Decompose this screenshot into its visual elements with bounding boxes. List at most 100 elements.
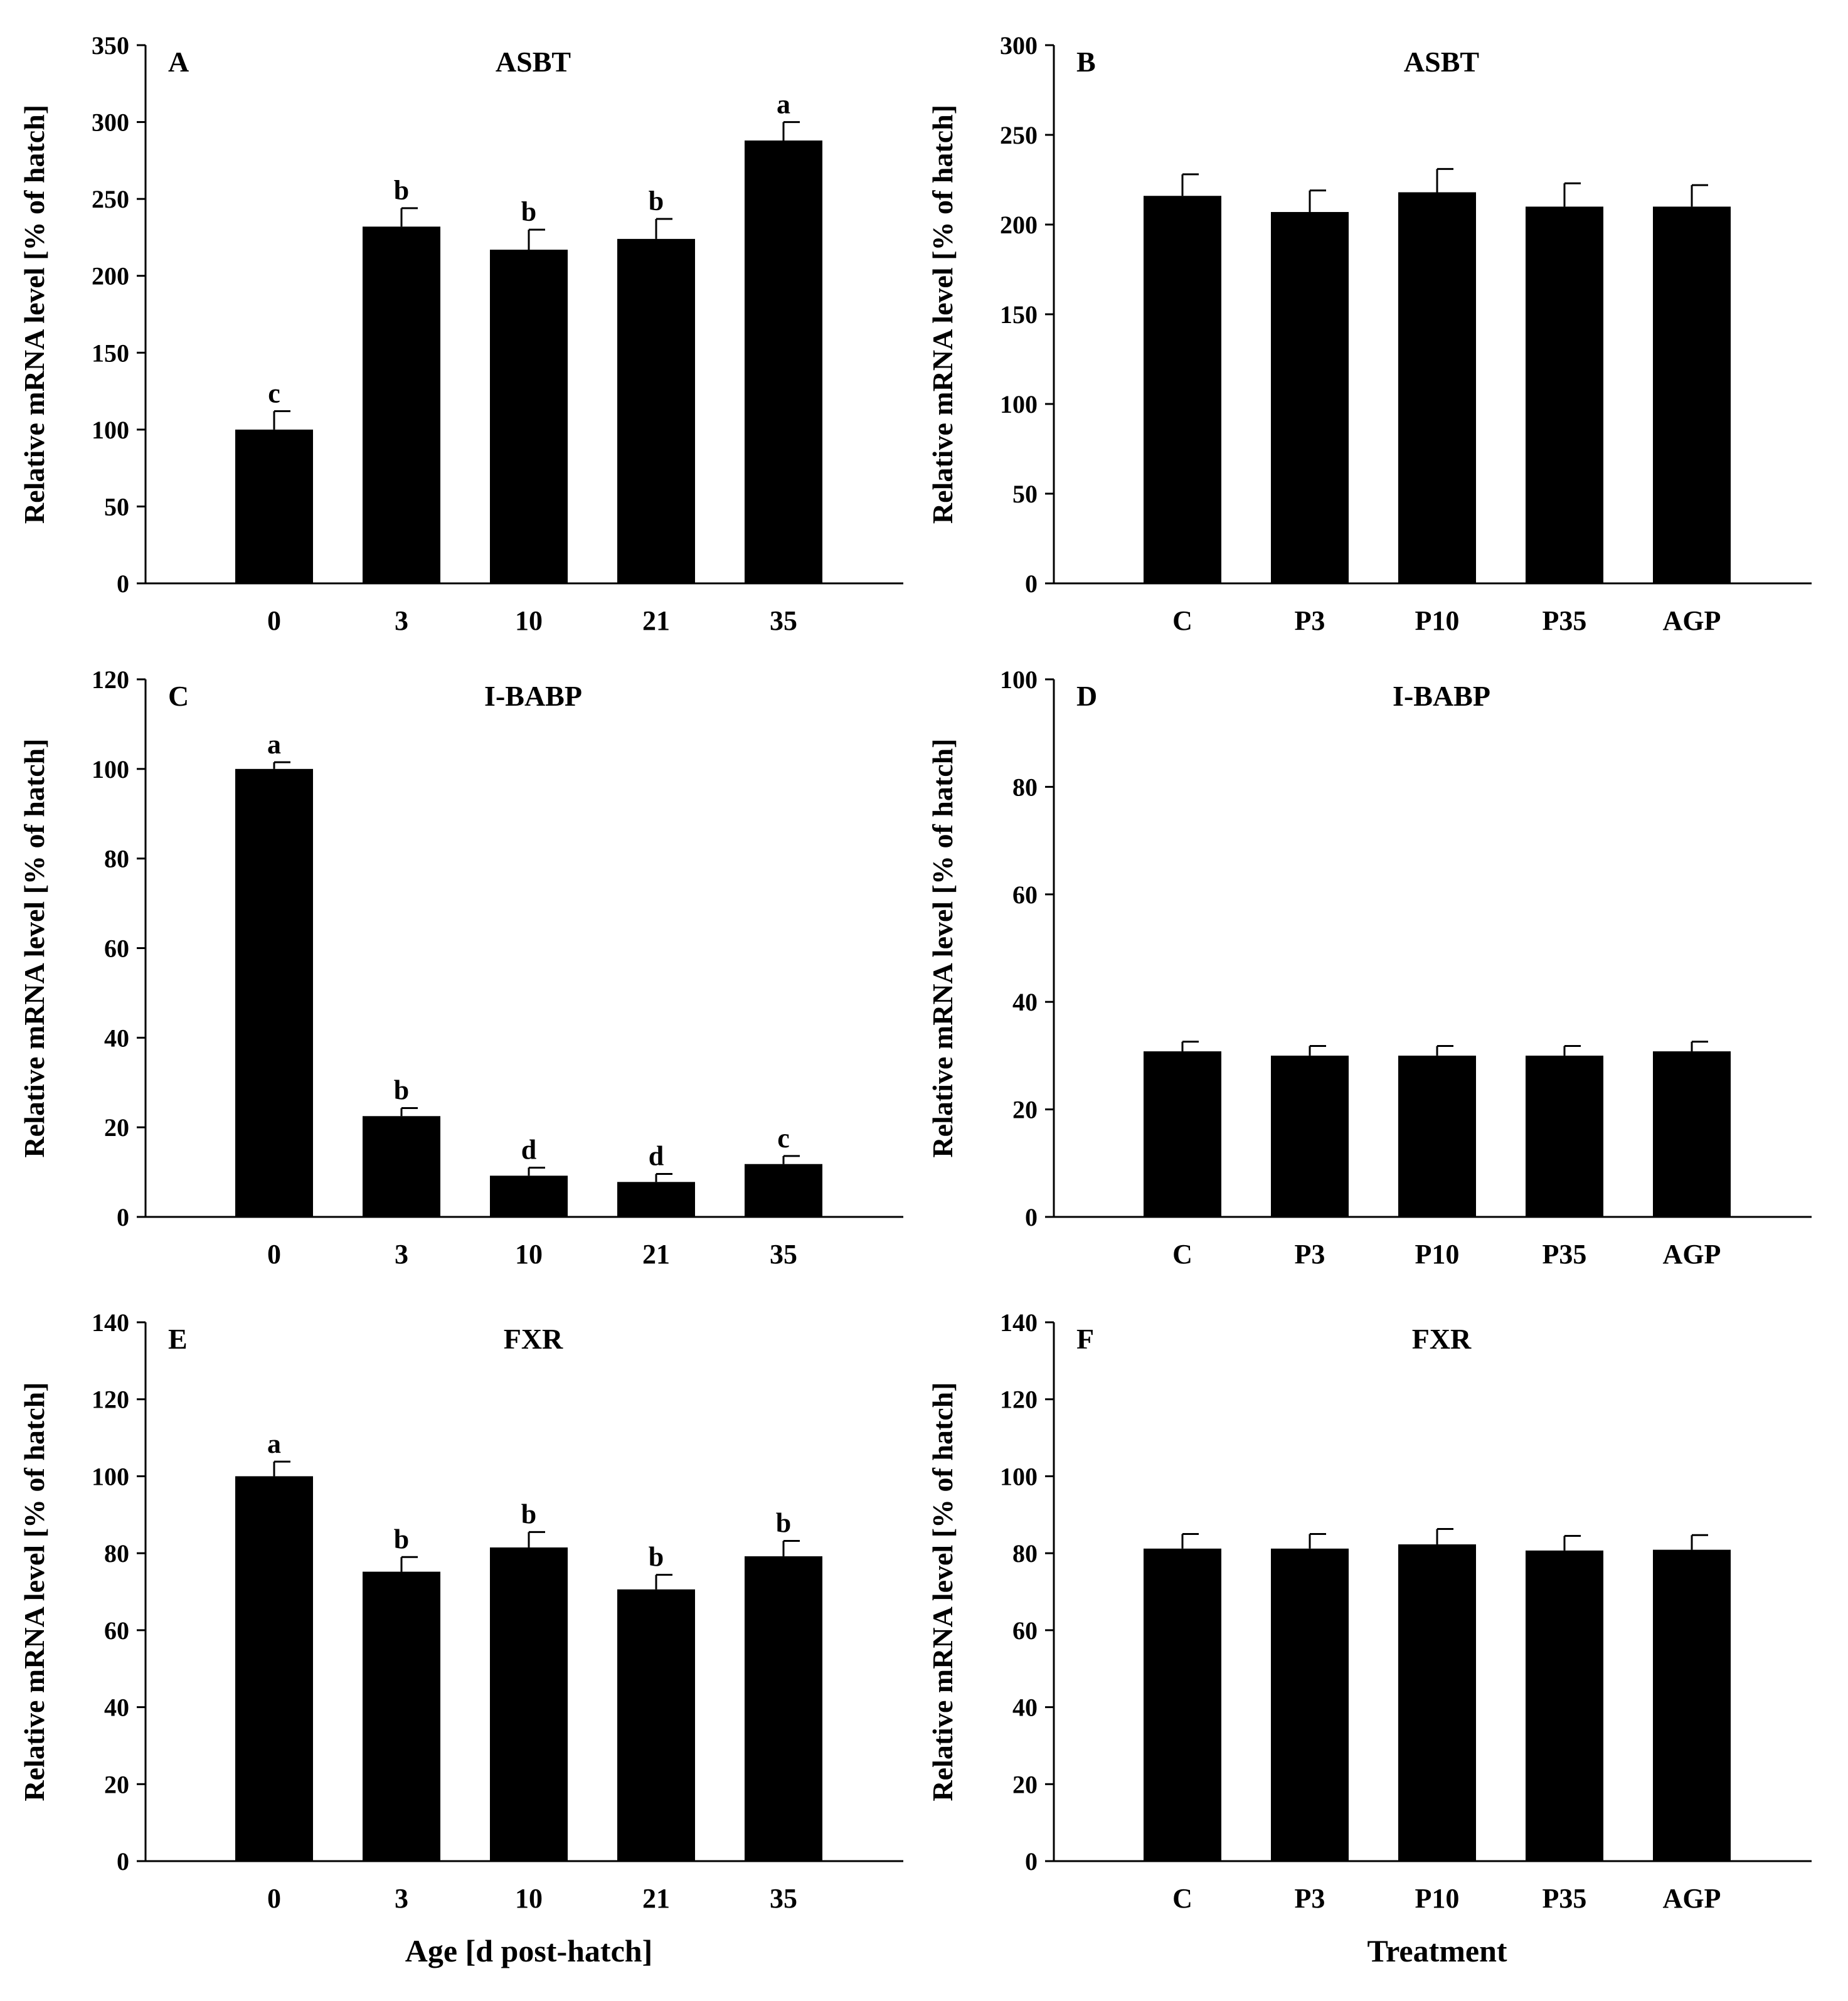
y-axis-label: Relative mRNA level [% of hatch] [927,738,959,1157]
y-axis-label: Relative mRNA level [% of hatch] [18,738,50,1157]
significance-letter: b [394,175,409,206]
bar [1653,206,1731,583]
bar [1398,1544,1476,1861]
y-tick-label: 50 [104,492,129,521]
y-tick-label: 100 [92,1462,129,1490]
category-label: 35 [770,605,797,636]
category-label: 21 [642,605,670,636]
bar [617,1589,695,1861]
y-tick-label: 80 [104,1539,129,1568]
category-label: 35 [770,1239,797,1270]
y-tick-label: 150 [1000,300,1038,329]
bar [363,226,440,584]
y-axis-label: Relative mRNA level [% of hatch] [927,105,959,524]
category-label: P3 [1295,1883,1325,1914]
bar [1271,1055,1349,1217]
bar [745,1164,822,1217]
category-label: P35 [1543,605,1587,636]
significance-letter: a [267,729,281,760]
panel-letter: B [1076,46,1096,78]
y-tick-label: 120 [92,1386,129,1414]
bar [363,1571,440,1861]
y-tick-label: 60 [104,935,129,963]
category-label: P10 [1415,1883,1460,1914]
category-label: P3 [1295,1239,1325,1270]
panel-letter: F [1076,1323,1094,1355]
significance-letter: b [521,196,536,227]
y-tick-label: 80 [1012,1539,1038,1568]
y-tick-label: 0 [1025,1203,1038,1231]
y-tick-label: 120 [1000,1386,1038,1414]
y-axis-label: Relative mRNA level [% of hatch] [18,1382,50,1801]
y-tick-label: 120 [92,666,129,694]
category-label: P10 [1415,605,1460,636]
y-tick-label: 20 [104,1770,129,1798]
panel-letter: D [1076,680,1097,712]
y-tick-label: 250 [1000,121,1038,149]
panel-letter: A [168,46,189,78]
significance-letter: c [777,1123,790,1154]
y-tick-label: 100 [1000,666,1038,694]
y-tick-label: 0 [1025,1847,1038,1876]
category-label: 3 [395,1883,408,1914]
panel-title: ASBT [1404,46,1479,78]
y-tick-label: 80 [1012,773,1038,801]
category-label: 0 [267,1239,281,1270]
category-label: 0 [267,1883,281,1914]
panel-title: ASBT [496,46,571,78]
bar [1144,196,1221,583]
category-label: 10 [515,1883,543,1914]
y-axis-label: Relative mRNA level [% of hatch] [927,1382,959,1801]
significance-letter: c [268,378,280,408]
y-tick-label: 100 [1000,390,1038,418]
significance-letter: b [649,1542,664,1573]
y-tick-label: 40 [1012,988,1038,1016]
category-label: P3 [1295,605,1325,636]
y-tick-label: 20 [1012,1096,1038,1124]
y-tick-label: 0 [117,1203,129,1231]
y-tick-label: 300 [1000,31,1038,60]
significance-letter: b [649,186,664,216]
y-tick-label: 300 [92,109,129,137]
category-label: C [1172,1239,1192,1270]
category-label: P35 [1543,1883,1587,1914]
bar [1144,1051,1221,1217]
bar [1526,206,1603,583]
bar [490,1547,568,1861]
y-tick-label: 60 [1012,881,1038,909]
y-tick-label: 50 [1012,480,1038,508]
category-label: P35 [1543,1239,1587,1270]
bar [617,238,695,583]
bar [363,1116,440,1217]
y-tick-label: 60 [1012,1616,1038,1645]
x-axis-label: Age [d post-hatch] [405,1933,652,1968]
bar [1398,1055,1476,1217]
category-label: 3 [395,605,408,636]
significance-letter: a [777,89,790,120]
y-tick-label: 200 [92,262,129,290]
significance-letter: b [776,1508,791,1539]
category-label: 35 [770,1883,797,1914]
panel-letter: E [168,1323,188,1355]
panel-title: FXR [504,1323,563,1355]
category-label: C [1172,605,1192,636]
y-tick-label: 200 [1000,211,1038,239]
y-tick-label: 150 [92,339,129,367]
y-tick-label: 100 [92,755,129,783]
y-tick-label: 40 [1012,1694,1038,1722]
y-tick-label: 0 [1025,570,1038,598]
y-tick-label: 100 [92,416,129,444]
y-tick-label: 40 [104,1694,129,1722]
category-label: 10 [515,605,543,636]
y-tick-label: 100 [1000,1462,1038,1490]
category-label: 21 [642,1239,670,1270]
bar [1526,1550,1603,1861]
bar [1653,1051,1731,1217]
significance-letter: d [521,1134,536,1165]
bar [1398,192,1476,583]
panel-title: FXR [1412,1323,1472,1355]
bar [1526,1055,1603,1217]
category-label: AGP [1663,605,1721,636]
